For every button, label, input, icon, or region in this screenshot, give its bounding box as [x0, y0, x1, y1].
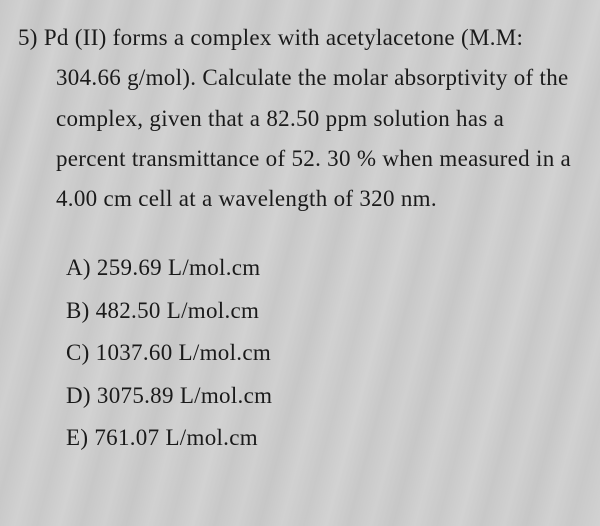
option-a: A) 259.69 L/mol.cm [66, 247, 578, 290]
options-list: A) 259.69 L/mol.cm B) 482.50 L/mol.cm C)… [18, 247, 578, 460]
question-container: 5) Pd (II) forms a complex with acetylac… [18, 18, 578, 460]
question-line-4: percent transmittance of 52. 30 % when m… [56, 146, 530, 171]
question-line-2: 304.66 g/mol). Calculate the molar absor… [56, 65, 533, 90]
option-b: B) 482.50 L/mol.cm [66, 290, 578, 333]
option-d: D) 3075.89 L/mol.cm [66, 375, 578, 418]
option-c: C) 1037.60 L/mol.cm [66, 332, 578, 375]
option-e: E) 761.07 L/mol.cm [66, 417, 578, 460]
question-line-1: Pd (II) forms a complex with acetylaceto… [44, 25, 523, 50]
question-text: 5) Pd (II) forms a complex with acetylac… [18, 18, 578, 219]
question-number: 5) [18, 25, 38, 50]
